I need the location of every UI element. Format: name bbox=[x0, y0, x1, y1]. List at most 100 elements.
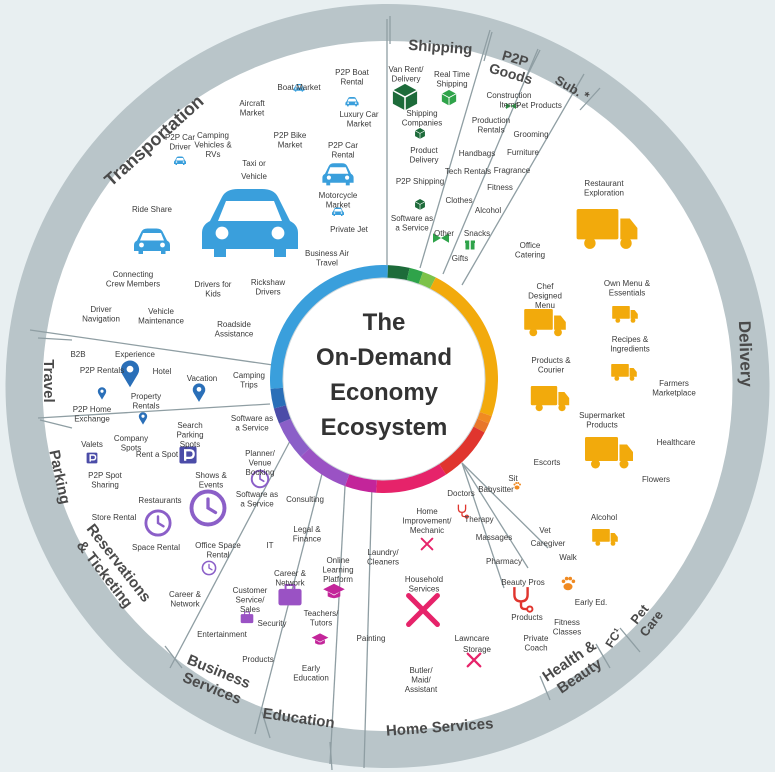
item-label-sub: Grooming bbox=[513, 130, 548, 139]
item-label-transportation: Rickshaw Drivers bbox=[251, 278, 285, 297]
center-title-line-1: The bbox=[363, 309, 406, 336]
center-title-line-4: Ecosystem bbox=[321, 414, 448, 441]
item-label-p2p_goods: Production Rentals bbox=[472, 116, 510, 135]
item-label-reservations: Career & Network bbox=[169, 590, 202, 609]
item-label-reservations: Office Space Rental bbox=[195, 541, 241, 560]
item-label-transportation: Business Air Travel bbox=[305, 249, 349, 268]
item-label-fc: Early Ed. bbox=[575, 598, 607, 607]
item-label-travel: P2P Rentals bbox=[80, 366, 124, 375]
item-label-travel: P2P Home Exchange bbox=[73, 405, 112, 424]
band-divider bbox=[164, 645, 183, 669]
item-label-parking: Company Spots bbox=[114, 434, 148, 453]
ring-segment-health_beauty bbox=[439, 426, 485, 475]
item-label-delivery: Supermarket Products bbox=[579, 411, 626, 430]
sector-divider bbox=[461, 462, 505, 589]
item-label-transportation: P2P Car Driver bbox=[165, 133, 195, 152]
category-color-ring bbox=[270, 265, 499, 493]
item-label-fc: Caregiver bbox=[531, 539, 566, 548]
item-label-reservations: Planner/Venue Booking bbox=[245, 449, 276, 477]
item-label-delivery: Office Catering bbox=[515, 241, 545, 260]
ring-segment-delivery bbox=[429, 277, 499, 417]
ring-segment-reservations bbox=[279, 418, 311, 457]
item-label-shipping: Product Delivery bbox=[410, 146, 439, 165]
item-label-p2p_goods: Handbags bbox=[459, 149, 495, 158]
ring-segment-fc bbox=[473, 418, 489, 433]
gift-icon bbox=[465, 240, 475, 250]
item-label-reservations: Restaurants bbox=[138, 496, 181, 505]
center-title: The On-Demand Economy Ecosystem bbox=[316, 309, 452, 441]
item-label-health_beauty: Fitness Classes bbox=[553, 618, 581, 637]
item-label-business_services: Career & Network bbox=[274, 569, 307, 588]
item-label-sub: Fitness bbox=[487, 183, 513, 192]
item-label-education: Teachers/Tutors bbox=[304, 609, 339, 628]
item-label-health_beauty: Doctors bbox=[447, 489, 475, 498]
item-label-transportation: Luxury Car Market bbox=[339, 110, 378, 129]
center-border bbox=[282, 277, 486, 481]
item-label-sub: Furniture bbox=[507, 148, 540, 157]
item-label-transportation: Vehicle Maintenance bbox=[138, 307, 184, 326]
item-label-delivery: Products & Courier bbox=[531, 356, 571, 375]
item-label-transportation: Private Jet bbox=[330, 225, 369, 234]
ring-segment-travel bbox=[270, 387, 287, 409]
ring-segment-p2p_goods bbox=[406, 267, 423, 285]
item-label-business_services: Consulting bbox=[286, 495, 324, 504]
item-label-reservations: Software as a Service bbox=[236, 490, 278, 509]
item-labels: P2P Boat Rental Boat Market Aircraft Market L… bbox=[70, 65, 696, 694]
item-label-parking: Valets bbox=[81, 440, 103, 449]
item-label-education: Online Learning Platform bbox=[322, 556, 353, 584]
parking-icon bbox=[85, 451, 99, 465]
band-divider bbox=[595, 643, 611, 669]
item-label-business_services: IT bbox=[266, 541, 273, 550]
item-label-pet_care: Vet bbox=[539, 526, 551, 535]
item-label-delivery: Restaurant Exploration bbox=[584, 179, 624, 198]
band-divider bbox=[261, 711, 271, 739]
category-label-delivery: Delivery bbox=[735, 320, 756, 387]
item-label-reservations: Space Rental bbox=[132, 543, 180, 552]
ring-segment-sub bbox=[418, 271, 436, 290]
item-label-transportation: Motorcycle Market bbox=[319, 191, 358, 210]
ring-segment-education bbox=[345, 473, 377, 493]
item-label-parking: P2P Spot Sharing bbox=[88, 471, 122, 490]
item-label-reservations: Shows & Events bbox=[195, 471, 227, 490]
item-label-business_services: Products bbox=[242, 655, 274, 664]
sector-divider bbox=[419, 29, 491, 269]
item-label-transportation: Drivers for Kids bbox=[195, 280, 232, 299]
item-label-delivery: Farmers Marketplace bbox=[652, 379, 696, 398]
sector-divider bbox=[169, 440, 291, 669]
sector-divider bbox=[461, 462, 529, 569]
item-label-travel: Camping Trips bbox=[233, 371, 265, 390]
item-label-transportation: P2P Boat Rental bbox=[335, 68, 369, 87]
item-label-delivery: Own Menu & Essentials bbox=[604, 279, 651, 298]
item-label-home_services: Painting bbox=[357, 634, 386, 643]
sector-divider bbox=[461, 73, 585, 286]
item-label-parking: Rent a Spot bbox=[136, 450, 179, 459]
item-label-shipping: Other bbox=[434, 229, 454, 238]
item-label-p2p_goods: Gifts bbox=[452, 254, 468, 263]
item-label-transportation: P2P Bike Market bbox=[274, 131, 307, 150]
item-label-delivery: Escorts bbox=[534, 458, 561, 467]
item-label-delivery: Healthcare bbox=[657, 438, 696, 447]
item-label-p2p_goods: Alcohol bbox=[475, 206, 501, 215]
band-divider bbox=[539, 675, 551, 701]
item-label-shipping: Van Rent/Delivery bbox=[389, 65, 425, 84]
ring-segment-parking bbox=[273, 405, 292, 424]
item-label-home_services: Butler/Maid/Assistant bbox=[405, 666, 438, 694]
item-label-delivery: Alcohol bbox=[591, 513, 617, 522]
ring-segment-home_services bbox=[376, 463, 447, 493]
item-label-transportation: Driver Navigation bbox=[82, 305, 120, 324]
item-label-travel: Property Rentals bbox=[131, 392, 161, 411]
band-divider bbox=[525, 49, 541, 79]
item-label-transportation: Aircraft Market bbox=[239, 99, 265, 118]
item-label-transportation: Roadside Assistance bbox=[215, 320, 254, 339]
category-label-shipping: Shipping bbox=[408, 37, 473, 58]
item-label-fc: Babysitter bbox=[478, 485, 514, 494]
item-label-parking: Software as a Service bbox=[231, 414, 273, 433]
item-label-health_beauty: Products bbox=[511, 613, 543, 622]
item-label-transportation: Ride Share bbox=[132, 205, 173, 214]
item-label-delivery: Recipes & Ingredients bbox=[610, 335, 650, 354]
ring-segment-shipping bbox=[387, 265, 410, 281]
item-label-travel: Hotel bbox=[153, 367, 172, 376]
item-label-reservations: Store Rental bbox=[92, 513, 137, 522]
